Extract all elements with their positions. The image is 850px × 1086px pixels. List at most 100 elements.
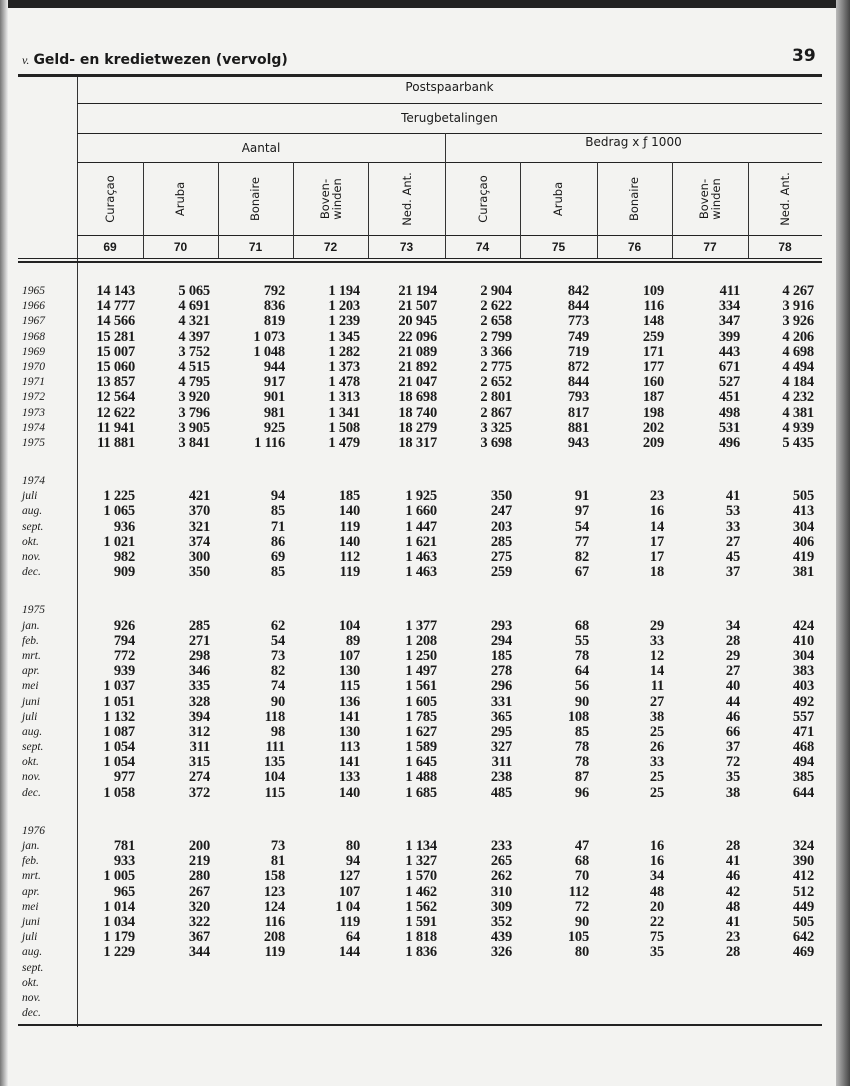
table-cell: 119 (264, 944, 286, 961)
table-cell (445, 1006, 520, 1021)
table-cell: 1 373 (328, 358, 360, 375)
table-cell: 90 (574, 913, 589, 930)
table-cell: 917 (263, 374, 285, 391)
table-cell: 982 (113, 549, 135, 565)
table-cell: 347 (718, 313, 740, 330)
table-cell (672, 976, 748, 991)
table-cell: 817 (567, 404, 589, 421)
table-cell: 219 (188, 853, 210, 870)
table-cell: 119 (339, 518, 361, 535)
table-cell: 304 (792, 518, 814, 535)
table-cell: 21 507 (398, 298, 437, 315)
table-cell: 90 (574, 693, 589, 710)
table-cell: 1 014 (103, 898, 135, 915)
table-cell: 14 (649, 518, 664, 535)
table-cell: 772 (113, 647, 135, 664)
section-gap (0, 451, 822, 474)
row-label: 1971 (22, 376, 45, 389)
rule (77, 235, 822, 236)
table-cell: 981 (263, 404, 285, 421)
table-cell (520, 976, 597, 991)
table-cell: 27 (649, 693, 664, 710)
table-body: 1965 14 143 5 065 792 1 194 21 194 2 904 842 109… (0, 283, 822, 1021)
table-cell: 127 (338, 868, 360, 885)
table-cell: 96 (574, 784, 589, 801)
table-cell: 1 048 (253, 343, 285, 360)
table-cell: 14 (649, 663, 664, 680)
table-row: aug. 1 065 370 85 140 1 660 247 97 16 53 413 (0, 504, 822, 519)
aantal-label: Aantal (241, 141, 281, 155)
table-cell (293, 961, 368, 976)
column-header: Bonaire (218, 162, 293, 235)
table-cell: 346 (188, 663, 210, 680)
title-text: Geld- en kredietwezen (vervolg) (33, 52, 288, 68)
table-row: okt. 1 054 315 135 141 1 645 311 78 33 72 494 (0, 755, 822, 770)
table-cell: 203 (490, 518, 512, 535)
table-row: nov. 982 300 69 112 1 463 275 82 17 45 419 (0, 549, 822, 565)
table-cell: 494 (792, 754, 814, 771)
table-cell: 41 (725, 853, 740, 870)
row-label: aug. (22, 505, 43, 518)
table-cell: 23 (725, 929, 740, 946)
table-cell (143, 976, 218, 991)
table-cell: 35 (649, 944, 664, 961)
table-cell: 274 (188, 769, 210, 786)
table-cell: 202 (642, 419, 664, 436)
table-cell: 140 (338, 784, 360, 801)
table-cell: 35 (725, 769, 740, 786)
table-cell (520, 961, 597, 976)
row-label: mei (22, 900, 39, 913)
row-label: 1967 (22, 315, 45, 328)
table-cell: 1 462 (405, 883, 437, 900)
table-cell: 527 (718, 374, 740, 391)
table-cell: 1 087 (103, 723, 135, 740)
table-cell: 1 005 (103, 868, 135, 885)
row-label: feb. (22, 634, 39, 647)
table-cell: 85 (270, 564, 285, 581)
table-cell: 350 (188, 564, 210, 581)
column-number: 70 (173, 240, 188, 254)
table-cell: 37 (725, 739, 740, 756)
table-cell (445, 976, 520, 991)
table-cell: 89 (345, 632, 360, 649)
column-divider (597, 162, 598, 258)
table-cell (218, 976, 293, 991)
table-cell: 25 (649, 723, 664, 740)
table-cell: 293 (490, 617, 512, 634)
table-cell: 104 (338, 617, 360, 634)
table-cell: 68 (574, 853, 589, 870)
table-cell: 4 698 (782, 343, 814, 360)
table-cell: 383 (792, 663, 814, 680)
column-number: 74 (475, 240, 490, 254)
column-number: 78 (778, 240, 792, 254)
table-cell: 85 (270, 503, 285, 520)
table-cell: 936 (113, 518, 135, 535)
row-label: 1970 (22, 360, 45, 373)
table-cell: 5 065 (178, 283, 210, 299)
row-label: nov. (22, 991, 41, 1004)
page-top-edge (0, 0, 850, 8)
rule (18, 258, 822, 259)
column-label: Bonaire (248, 176, 263, 221)
table-cell: 644 (792, 784, 814, 801)
table-cell: 141 (338, 708, 360, 725)
column-divider (143, 162, 144, 258)
table-cell: 335 (188, 678, 210, 695)
table-cell: 16 (649, 838, 664, 854)
table-cell: 259 (490, 564, 512, 581)
table-cell: 557 (792, 708, 814, 725)
column-header: Curaçao (77, 162, 143, 235)
table-cell: 73 (270, 838, 285, 854)
table-cell: 3 905 (178, 419, 210, 436)
table-cell: 365 (490, 708, 512, 725)
row-label: 1975 (22, 436, 45, 449)
table-cell: 1 194 (328, 283, 360, 299)
table-row: sept. (0, 961, 822, 976)
table-cell: 94 (345, 853, 360, 870)
table-cell: 3 916 (782, 298, 814, 315)
row-label: mrt. (22, 870, 41, 883)
column-number: 73 (399, 240, 414, 254)
table-cell: 1 179 (103, 929, 135, 946)
column-label: Curaçao (103, 174, 117, 223)
table-row: juni 1 051 328 90 136 1 605 331 90 27 44 492 (0, 693, 822, 710)
